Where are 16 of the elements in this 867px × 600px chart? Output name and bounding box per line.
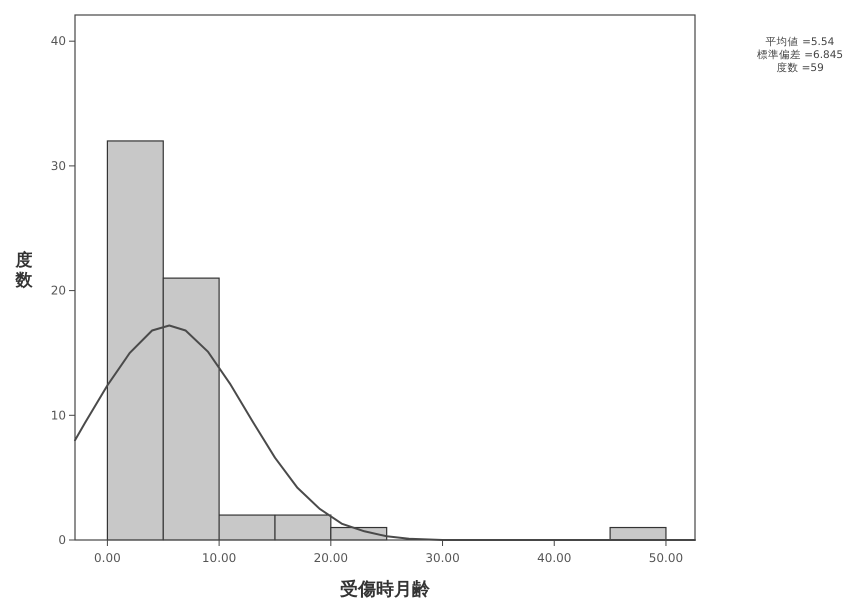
x-axis-title: 受傷時月齢 bbox=[340, 579, 431, 600]
x-tick-label: 40.00 bbox=[537, 551, 572, 565]
y-tick-label: 10 bbox=[50, 408, 66, 422]
y-tick-label: 30 bbox=[50, 158, 66, 173]
x-tick-label: 0.00 bbox=[94, 551, 121, 565]
text: 度数 =59 bbox=[776, 61, 824, 74]
x-tick-label: 20.00 bbox=[314, 551, 348, 565]
x-tick-label: 30.00 bbox=[425, 551, 460, 565]
y-tick-label: 40 bbox=[50, 34, 66, 48]
y-axis-title: 度数 bbox=[14, 250, 34, 290]
text: 標準偏差 =6.845 bbox=[756, 49, 844, 61]
x-tick-label: 10.00 bbox=[202, 551, 236, 565]
y-tick-label: 0 bbox=[58, 533, 66, 547]
x-tick-label: 50.00 bbox=[648, 551, 684, 565]
y-tick-label: 20 bbox=[50, 284, 66, 298]
text: 平均値 =5.54 bbox=[766, 36, 835, 48]
